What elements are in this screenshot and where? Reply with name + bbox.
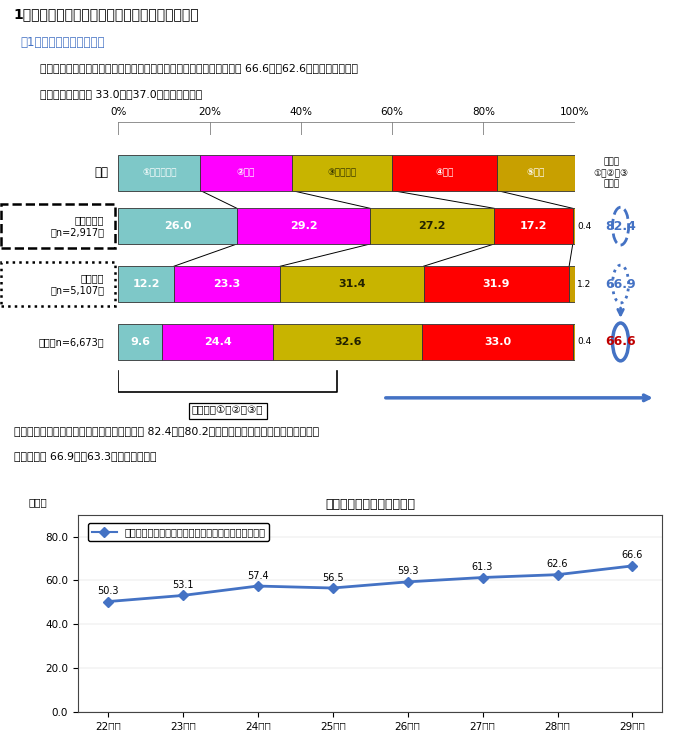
Bar (118, 266, 174, 302)
Text: 31.4: 31.4 (338, 279, 366, 289)
Text: 32.6: 32.6 (334, 337, 362, 347)
Text: 62.6: 62.6 (547, 559, 569, 569)
Text: ②不足: ②不足 (237, 168, 256, 177)
Text: 1.2: 1.2 (577, 280, 591, 288)
Text: 27.2: 27.2 (418, 221, 446, 231)
Text: 59.3: 59.3 (397, 566, 418, 577)
Bar (573, 208, 575, 244)
Text: 33.0: 33.0 (484, 337, 511, 347)
Text: 56.5: 56.5 (322, 572, 343, 583)
Text: （％）: （％） (28, 497, 47, 507)
Text: 23.3: 23.3 (214, 279, 241, 289)
Bar (201, 155, 292, 191)
Text: 66.9: 66.9 (605, 277, 636, 291)
Text: 31.9: 31.9 (483, 279, 510, 289)
Text: 介護職員
（n=5,107）: 介護職員 （n=5,107） (50, 273, 104, 295)
Text: 12.2: 12.2 (132, 279, 160, 289)
Text: の不足感が 66.9％（63.3％）であった。: の不足感が 66.9％（63.3％）であった。 (14, 451, 156, 461)
Text: た「適当」は 33.0％（37.0％）であった。: た「適当」は 33.0％（37.0％）であった。 (40, 90, 202, 99)
Bar (573, 324, 575, 360)
Bar (1, 204, 115, 248)
Text: ⑤過剖: ⑤過剖 (527, 168, 545, 177)
Text: 全体での不足感（「大いに不足」＋「不足」＋「やや不足」）は 66.6％（62.6％）であった。ま: 全体での不足感（「大いに不足」＋「不足」＋「やや不足」）は 66.6％（62.6… (40, 63, 358, 73)
Text: 20%: 20% (198, 107, 221, 118)
Text: 100%: 100% (560, 107, 589, 118)
Text: 17.2: 17.2 (520, 221, 548, 231)
Text: 1　介護サービスに従事する従業員の過不足状況: 1 介護サービスに従事する従業員の過不足状況 (14, 7, 199, 20)
Bar (118, 208, 237, 244)
Bar (118, 155, 201, 191)
Bar (497, 155, 575, 191)
Text: 60%: 60% (381, 107, 404, 118)
Text: ③やや不足: ③やや不足 (327, 168, 356, 177)
Text: 26.0: 26.0 (164, 221, 191, 231)
Bar (422, 324, 573, 360)
Bar (424, 266, 569, 302)
Text: ④適当: ④適当 (435, 168, 454, 177)
Bar (569, 266, 575, 302)
Text: 職種別で見ると、「訪問介護員」の不足感は 82.4％（80.2％）と最も高く、次いで「介護職員」: 職種別で見ると、「訪問介護員」の不足感は 82.4％（80.2％）と最も高く、次… (14, 426, 318, 436)
Text: 24.4: 24.4 (204, 337, 232, 347)
Text: 訪問介護員
（n=2,917）: 訪問介護員 （n=2,917） (50, 215, 104, 237)
Text: 全体（n=6,673）: 全体（n=6,673） (39, 337, 104, 347)
Text: 不足感
①＋②＋③
（％）: 不足感 ①＋②＋③ （％） (594, 157, 629, 188)
Text: 0%: 0% (110, 107, 126, 118)
Text: 0.4: 0.4 (577, 337, 591, 347)
Text: 61.3: 61.3 (472, 562, 493, 572)
Bar (370, 208, 494, 244)
Text: ①大いに不足: ①大いに不足 (142, 168, 176, 177)
Text: 66.6: 66.6 (622, 550, 643, 561)
Text: 区分: 区分 (95, 166, 109, 180)
Bar (162, 324, 273, 360)
Bar (237, 208, 370, 244)
Text: 9.6: 9.6 (130, 337, 150, 347)
Text: （1）従業員の過不足状況: （1）従業員の過不足状況 (20, 36, 105, 50)
Text: 50.3: 50.3 (97, 586, 118, 596)
Text: 82.4: 82.4 (605, 220, 636, 233)
Title: 従業員の不足感の経年変化: 従業員の不足感の経年変化 (325, 498, 415, 511)
Bar (494, 208, 573, 244)
Text: 29.2: 29.2 (290, 221, 317, 231)
Bar (1, 262, 115, 307)
Bar (292, 155, 392, 191)
Legend: 不足感（「大いに不足」＋「不足」＋「やや不足」）: 不足感（「大いに不足」＋「不足」＋「やや不足」） (89, 523, 269, 541)
Bar (174, 266, 281, 302)
Text: 不足感（①＋②＋③）: 不足感（①＋②＋③） (192, 406, 264, 415)
Text: 80%: 80% (472, 107, 495, 118)
Text: 57.4: 57.4 (247, 571, 268, 580)
Text: 66.6: 66.6 (605, 335, 636, 348)
Text: 0.4: 0.4 (577, 222, 591, 231)
Bar (392, 155, 497, 191)
Text: 40%: 40% (289, 107, 312, 118)
Text: 53.1: 53.1 (172, 580, 193, 590)
Bar (118, 324, 162, 360)
Bar (281, 266, 424, 302)
Bar (273, 324, 422, 360)
